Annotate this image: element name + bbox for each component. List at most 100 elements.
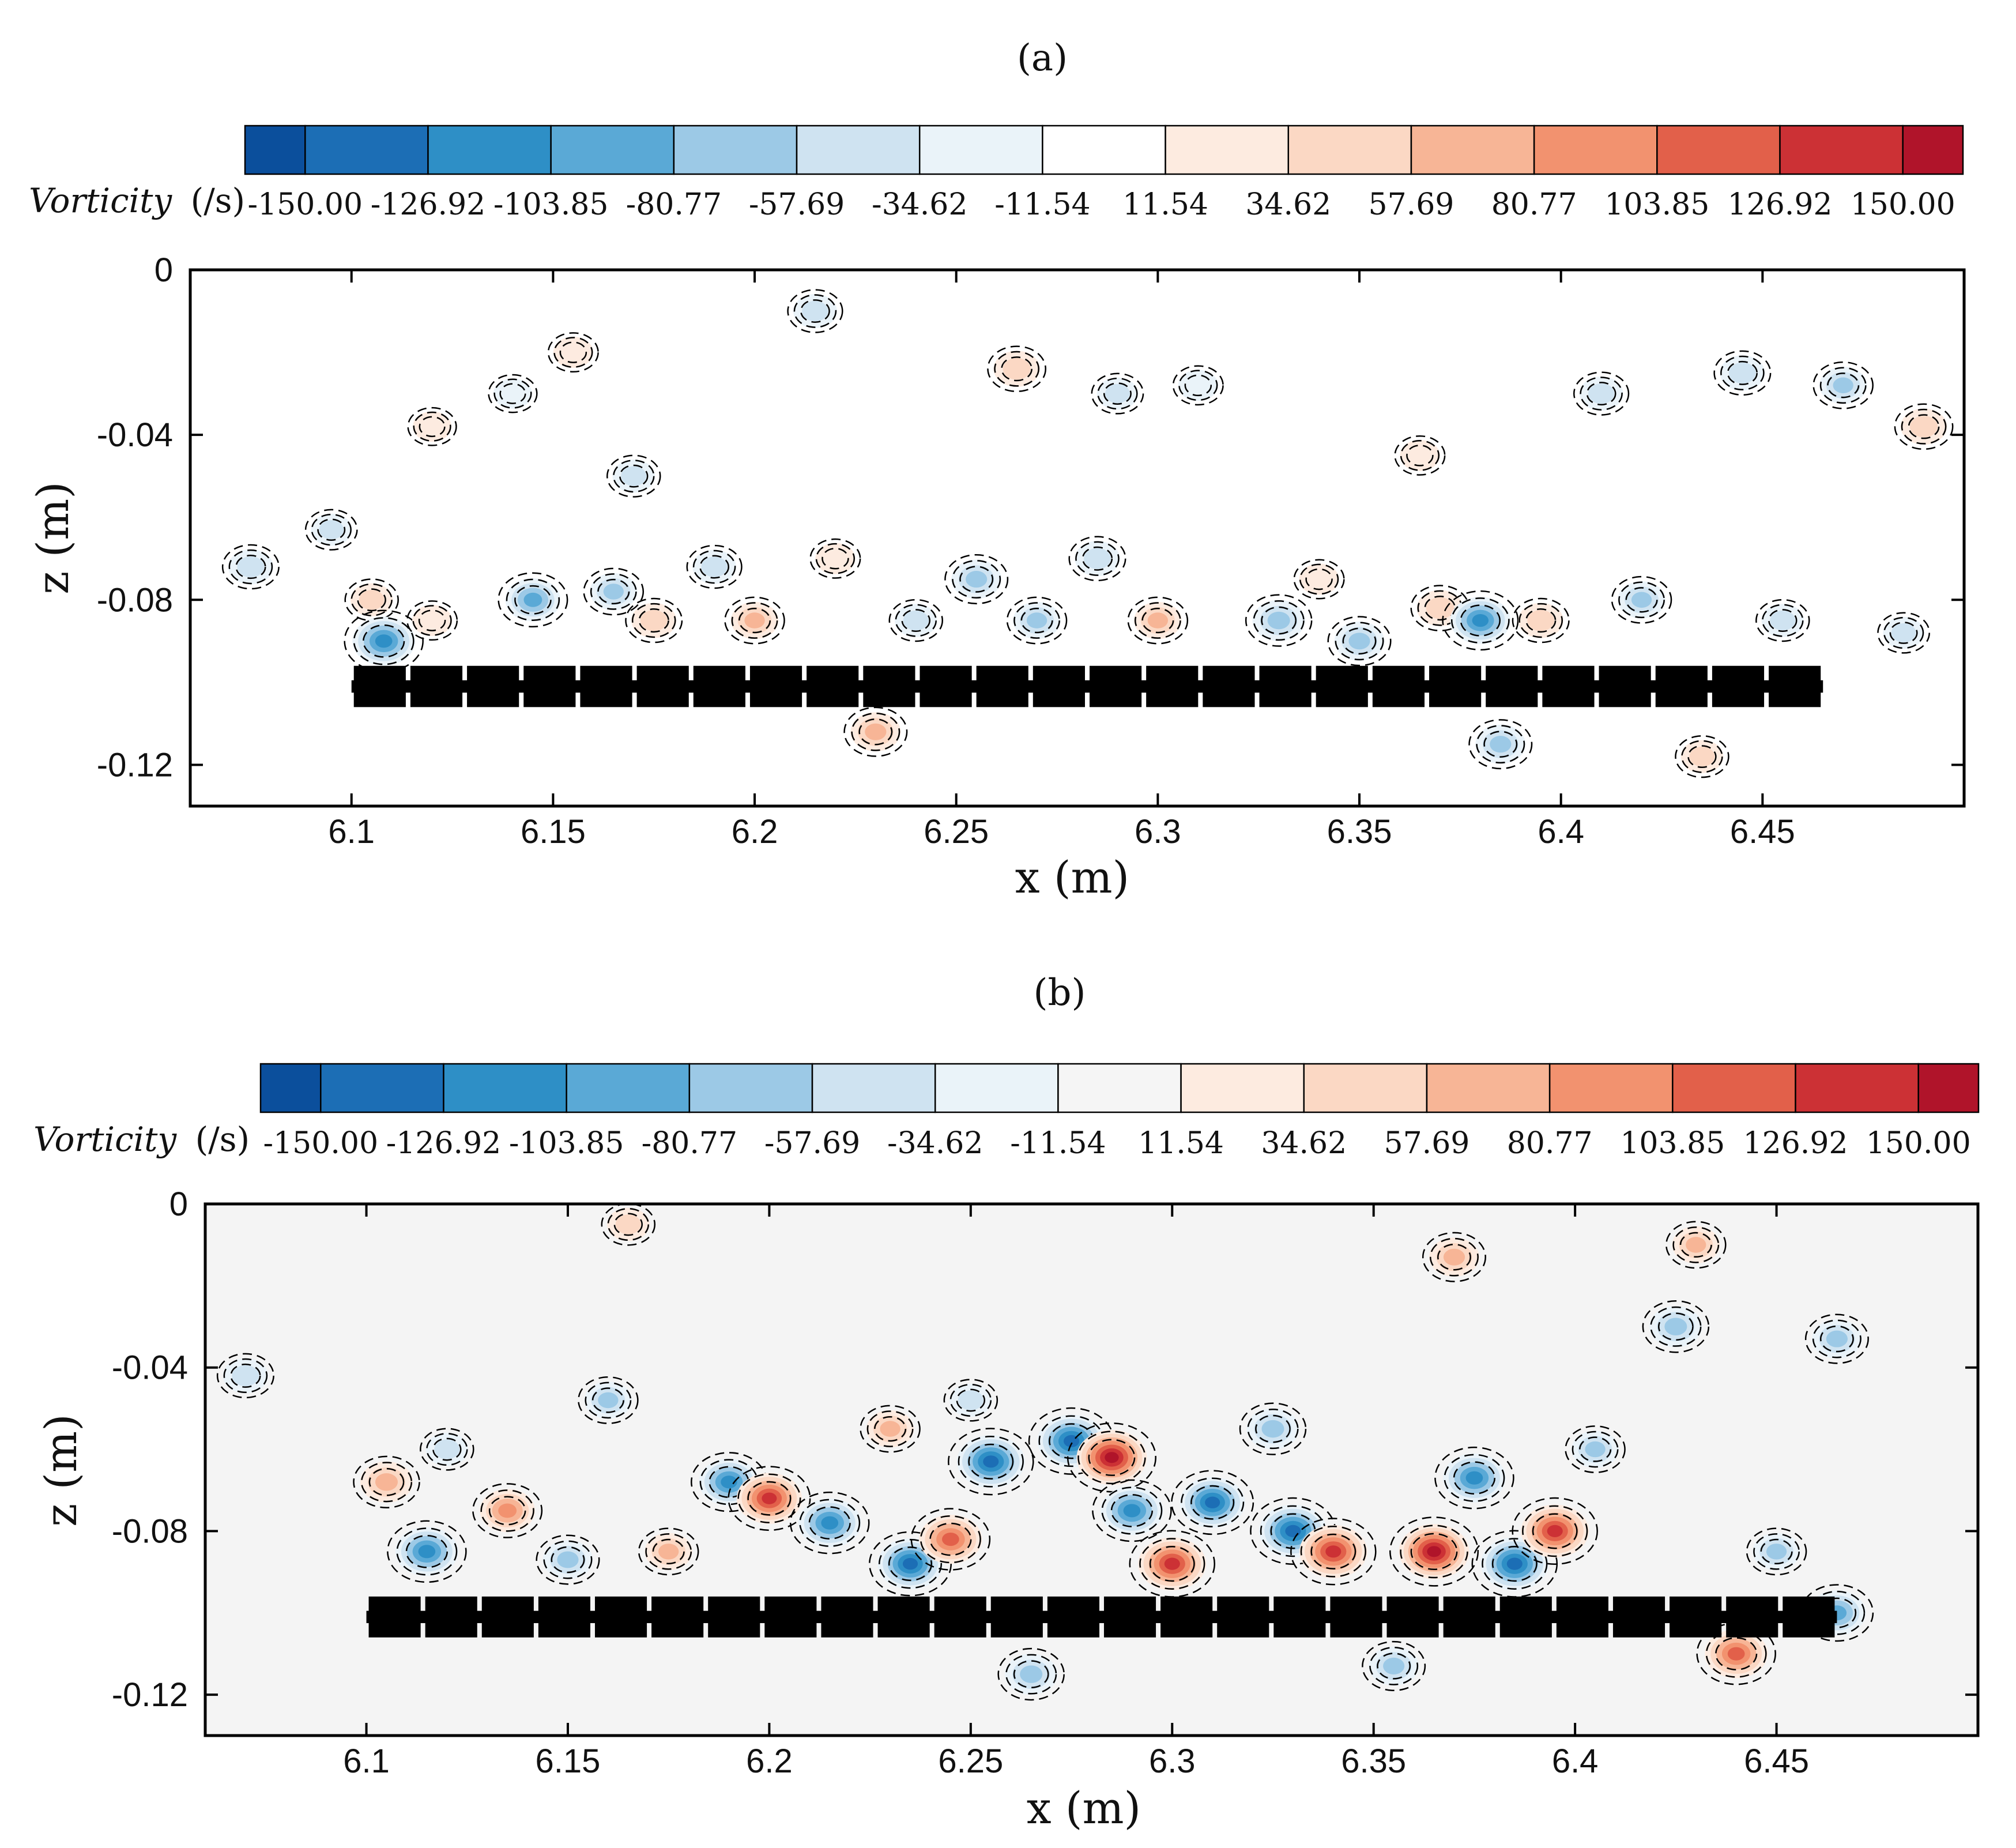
colorbar-tick-label: -11.54 xyxy=(1010,1126,1106,1161)
vortex-contour xyxy=(368,1467,405,1496)
vortex-contour xyxy=(418,609,446,631)
vortex xyxy=(1675,735,1729,778)
vortex-contour xyxy=(1290,1518,1377,1586)
vortex-contour xyxy=(1178,370,1218,401)
vortex-contour xyxy=(590,573,637,610)
vortex-contour xyxy=(631,603,676,638)
vortex-contour xyxy=(1190,1485,1235,1520)
vortex-contour xyxy=(583,567,645,616)
vortex-contour xyxy=(1422,1232,1486,1282)
vortex-band xyxy=(1178,370,1218,401)
y-tick-label: 0 xyxy=(155,251,173,289)
vortex-contour xyxy=(910,1508,991,1571)
vortex-contour xyxy=(728,1466,811,1531)
vortex-contour xyxy=(601,1204,656,1246)
vortex-contour xyxy=(1092,1479,1172,1542)
vortex-contour xyxy=(686,544,743,589)
vortex-contour xyxy=(1468,719,1533,770)
y-tick-label: 0 xyxy=(169,1185,188,1223)
vortex-contour xyxy=(987,345,1046,393)
vortex-contour xyxy=(1512,597,1570,643)
vortex xyxy=(1471,1530,1558,1598)
colorbar-tick-label: 11.54 xyxy=(1138,1126,1224,1161)
vortex-contour xyxy=(944,554,1009,605)
panel-a-plot-background xyxy=(190,270,1964,806)
vortex-band xyxy=(1472,614,1489,627)
x-tick-label: 6.2 xyxy=(746,1742,793,1780)
vortex-band xyxy=(1267,611,1290,630)
vortex-contour xyxy=(1908,414,1940,439)
colorbar-tick-label: 57.69 xyxy=(1369,187,1454,222)
vortex-contour xyxy=(311,513,352,546)
vortex-contour xyxy=(731,602,778,639)
vortex xyxy=(606,454,661,498)
vortex-band xyxy=(658,1544,679,1560)
vortex xyxy=(1755,599,1810,642)
vortex-contour xyxy=(1394,435,1446,476)
colorbar-swatch xyxy=(427,125,552,175)
vortex xyxy=(1512,1497,1598,1565)
vortex-contour xyxy=(1819,367,1867,404)
vortex-band xyxy=(1084,548,1111,570)
panel-a-label: (a) xyxy=(1017,37,1068,80)
colorbar-swatch xyxy=(566,1063,691,1113)
vortex xyxy=(1642,1300,1710,1353)
vortex xyxy=(1468,719,1533,770)
colorbar-tick-label: 34.62 xyxy=(1261,1126,1347,1161)
vortex-contour xyxy=(420,1428,474,1471)
vortex xyxy=(1394,435,1446,476)
vortex xyxy=(406,600,458,641)
x-tick-label: 6.15 xyxy=(536,1742,601,1780)
vortex-contour xyxy=(645,1533,692,1570)
vortex-contour xyxy=(1247,1409,1299,1450)
vortex-contour xyxy=(1713,350,1772,396)
colorbar-swatch xyxy=(673,125,798,175)
vortex-contour xyxy=(1005,1654,1057,1695)
vortex-band xyxy=(762,1492,777,1504)
vortex-contour xyxy=(472,1483,543,1538)
vortex xyxy=(488,374,538,413)
vortex-contour xyxy=(1642,1300,1710,1353)
vortex-contour xyxy=(1819,1325,1854,1353)
panel-b-label: (b) xyxy=(1034,972,1086,1014)
vortex-contour xyxy=(866,1410,914,1447)
vortex-contour xyxy=(1362,1640,1426,1691)
vortex-band xyxy=(802,300,828,322)
vortex-contour xyxy=(895,604,937,637)
colorbar-swatch xyxy=(1426,1063,1551,1113)
vortex-contour xyxy=(363,624,405,658)
colorbar-tick-label: 34.62 xyxy=(1245,187,1331,222)
vortex xyxy=(472,1483,543,1538)
panel-a-colorbar-title-name: Vorticity xyxy=(29,181,172,220)
vortex-band xyxy=(1585,1441,1606,1458)
colorbar-swatch xyxy=(1165,125,1290,175)
vortex-contour xyxy=(789,1491,870,1555)
vortex-contour xyxy=(692,549,736,584)
colorbar-swatch xyxy=(304,125,429,175)
vortex-contour xyxy=(737,1473,801,1523)
vortex-band xyxy=(1147,612,1169,628)
colorbar-swatch xyxy=(1902,125,1964,175)
vortex-contour xyxy=(1894,403,1954,450)
vortex-band xyxy=(493,378,532,409)
vortex-contour xyxy=(1650,1306,1702,1347)
vortex-band xyxy=(1427,1546,1441,1557)
panel-b-colorbar-labels: -150.00 -126.92 -103.85 -80.77 -57.69 -34.62-… xyxy=(263,1126,1971,1161)
vortex-contour xyxy=(959,566,994,593)
vortex-contour xyxy=(638,608,669,633)
vortex xyxy=(1389,1516,1479,1587)
vortex-contour xyxy=(1665,1221,1727,1269)
vortex-contour xyxy=(493,378,532,409)
vortex-band xyxy=(1689,746,1715,767)
colorbar-swatch xyxy=(1533,125,1658,175)
vortex xyxy=(789,1491,870,1555)
colorbar-tick-label: -150.00 xyxy=(248,187,363,222)
vortex-contour xyxy=(1573,371,1630,416)
x-tick-label: 6.4 xyxy=(1538,813,1584,850)
vortex xyxy=(1422,1232,1486,1282)
vortex-band xyxy=(983,1455,999,1468)
vortex-contour xyxy=(1753,1533,1800,1570)
vortex-band xyxy=(1766,1544,1787,1560)
vortex-contour xyxy=(1088,1439,1136,1476)
vortex xyxy=(1713,350,1772,396)
